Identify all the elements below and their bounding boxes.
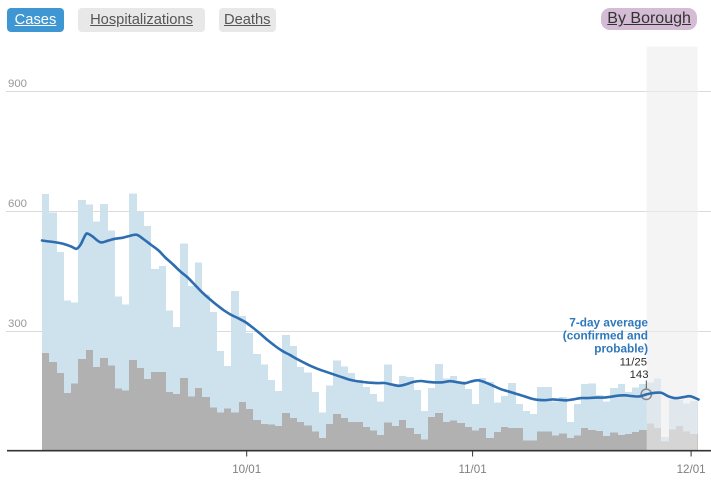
svg-text:(confirmed and: (confirmed and xyxy=(563,329,648,343)
svg-text:12/01: 12/01 xyxy=(677,463,706,476)
svg-text:600: 600 xyxy=(8,198,27,210)
svg-text:11/01: 11/01 xyxy=(459,463,487,476)
svg-text:900: 900 xyxy=(8,78,27,90)
svg-text:7-day average: 7-day average xyxy=(569,316,648,330)
svg-text:probable): probable) xyxy=(594,342,648,356)
svg-text:10/01: 10/01 xyxy=(232,463,261,476)
svg-text:143: 143 xyxy=(630,369,649,381)
svg-text:300: 300 xyxy=(8,318,27,330)
svg-text:11/25: 11/25 xyxy=(620,357,647,369)
